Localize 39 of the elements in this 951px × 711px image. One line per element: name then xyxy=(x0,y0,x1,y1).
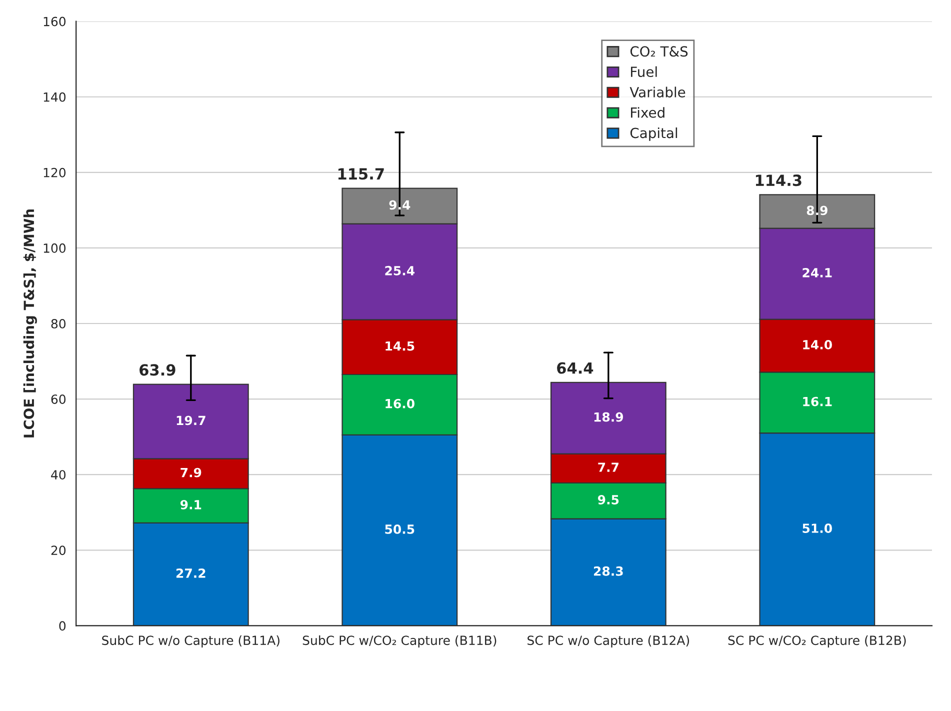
y-tick-label: 140 xyxy=(44,92,66,102)
data-label: 25.4 xyxy=(385,266,414,276)
total-label: 64.4 xyxy=(557,362,594,374)
legend-label: Variable xyxy=(630,86,686,98)
y-tick-label: 120 xyxy=(44,168,66,178)
x-tick-label: SC PC w/o Capture (B12A) xyxy=(528,635,690,648)
data-label: 28.3 xyxy=(594,566,623,576)
data-label: 16.1 xyxy=(803,396,832,406)
data-label: 18.9 xyxy=(594,412,624,422)
legend-label: Fixed xyxy=(631,107,664,118)
total-label: 63.9 xyxy=(140,364,176,376)
data-label: 14.5 xyxy=(386,341,414,351)
data-label: 9.1 xyxy=(180,500,202,510)
data-label: 19.7 xyxy=(176,416,206,426)
data-label: 27.2 xyxy=(176,568,206,578)
y-tick-label: 40 xyxy=(51,470,66,480)
total-label: 114.3 xyxy=(756,174,802,186)
y-tick-label: 60 xyxy=(51,394,66,404)
data-label: 9.5 xyxy=(598,495,619,504)
y-tick-label: 20 xyxy=(51,546,66,556)
data-label: 7.7 xyxy=(598,462,618,472)
y-axis-title: LCOE [including T&S], $/MWh xyxy=(23,209,37,438)
data-label: 51.0 xyxy=(802,524,832,533)
x-tick-label: SubC PC w/o Capture (B11A) xyxy=(102,635,280,648)
data-label: 14.0 xyxy=(803,340,832,350)
total-label: 115.7 xyxy=(338,168,384,180)
data-label: 7.9 xyxy=(180,468,202,478)
y-tick-label: 100 xyxy=(44,243,66,253)
x-tick-label: SubC PC w/CO₂ Capture (B11B) xyxy=(302,635,496,648)
x-tick-label: SC PC w/CO₂ Capture (B12B) xyxy=(728,635,906,648)
legend-label: Capital xyxy=(630,127,678,141)
legend-label: CO₂ T&S xyxy=(630,46,688,57)
data-label: 24.1 xyxy=(802,268,832,278)
y-tick-label: 80 xyxy=(51,318,66,328)
y-tick-label: 0 xyxy=(59,621,66,631)
data-label: 16.0 xyxy=(386,398,414,408)
y-tick-label: 160 xyxy=(44,16,66,26)
data-label: 50.5 xyxy=(385,524,414,534)
legend-label: Fuel xyxy=(631,66,657,78)
